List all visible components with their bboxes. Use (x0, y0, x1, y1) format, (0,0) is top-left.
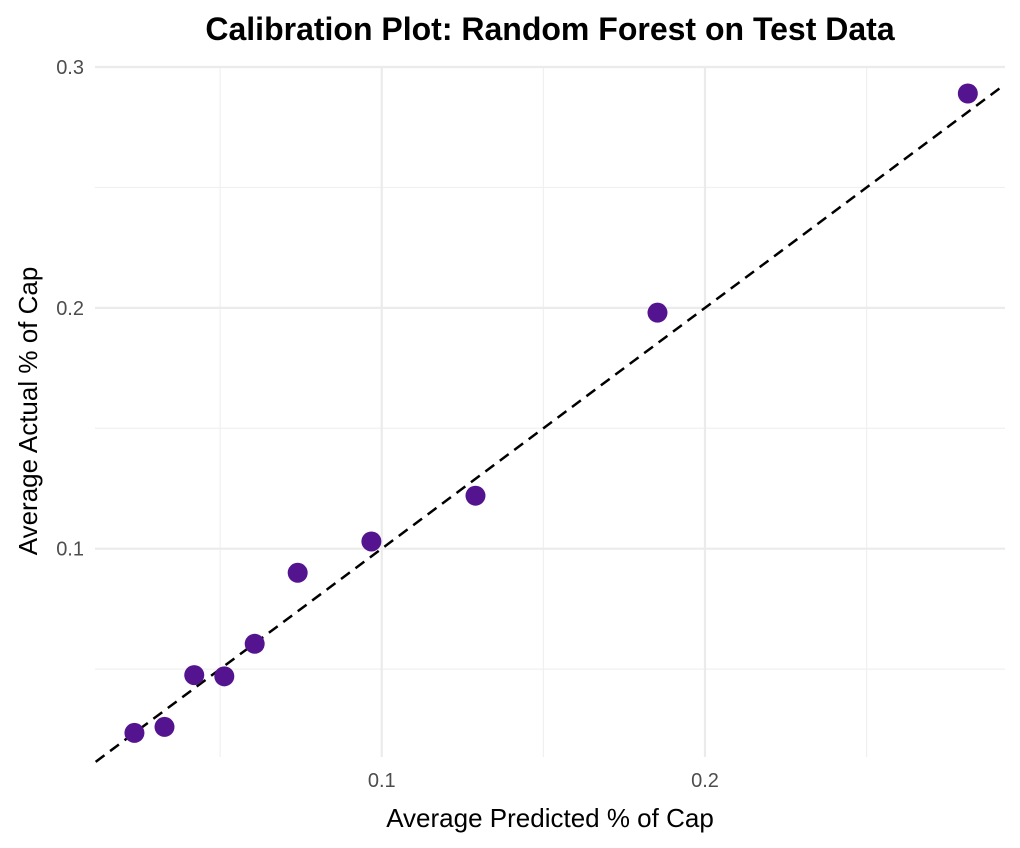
y-tick-label: 0.1 (56, 539, 84, 561)
data-point (361, 531, 382, 552)
data-points (124, 83, 978, 743)
data-point (957, 83, 978, 104)
chart-title: Calibration Plot: Random Forest on Test … (205, 11, 894, 47)
data-point (287, 562, 308, 583)
data-point (465, 485, 486, 506)
x-axis-label: Average Predicted % of Cap (386, 803, 714, 833)
data-point (154, 716, 175, 737)
tick-labels: 0.1 0.2 0.1 0.2 0.3 (56, 57, 719, 792)
data-point (124, 722, 145, 743)
y-tick-label: 0.3 (56, 57, 84, 79)
grid (95, 65, 1005, 757)
x-tick-label: 0.1 (368, 770, 396, 792)
y-axis-label: Average Actual % of Cap (13, 267, 43, 556)
reference-line (94, 83, 1006, 763)
data-point (214, 666, 235, 687)
y-tick-label: 0.2 (56, 298, 84, 320)
data-point (184, 665, 205, 686)
data-point (244, 633, 265, 654)
x-tick-label: 0.2 (691, 770, 719, 792)
reference-line-layer (94, 83, 1006, 763)
data-point (647, 302, 668, 323)
